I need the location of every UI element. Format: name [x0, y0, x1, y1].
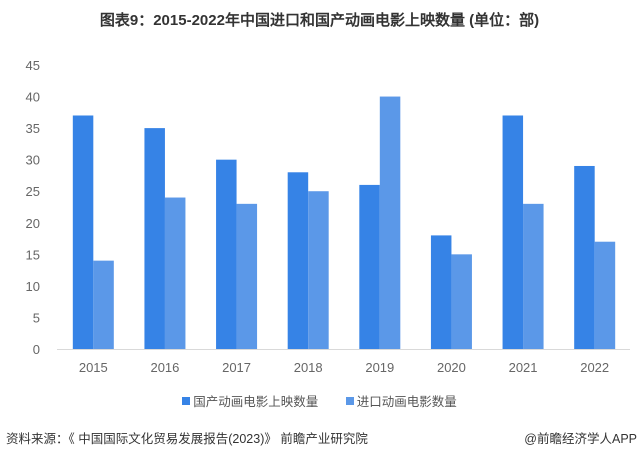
bar-2020-series-1 [451, 254, 472, 349]
bar-2017-series-1 [236, 203, 258, 349]
bar-2017-series-0 [216, 159, 237, 349]
chart-title: 图表9：2015-2022年中国进口和国产动画电影上映数量 (单位：部) [99, 12, 540, 29]
legend-label: 进口动画电影数量 [356, 395, 457, 409]
y-tick-label: 30 [26, 153, 40, 168]
x-tick-label: 2019 [365, 360, 394, 375]
legend-swatch [345, 396, 354, 405]
x-tick-label: 2015 [79, 360, 108, 375]
legend-label: 国产动画电影上映数量 [193, 395, 319, 409]
x-tick-label: 2020 [437, 360, 466, 375]
y-tick-label: 35 [26, 121, 40, 136]
x-tick-label: 2018 [294, 360, 323, 375]
y-tick-label: 40 [26, 90, 40, 105]
bar-2021-series-0 [502, 115, 524, 349]
bar-2016-series-0 [144, 128, 165, 349]
source-note: 资料来源：《 中国国际文化贸易发展报告(2023)》 前瞻产业研究院 [6, 432, 368, 446]
x-tick-label: 2016 [150, 360, 179, 375]
bar-2022-series-1 [594, 241, 616, 349]
y-tick-label: 5 [33, 310, 40, 325]
legend-item-domestic: 国产动画电影上映数量 [182, 391, 318, 410]
bar-2016-series-1 [164, 197, 186, 349]
bar-2020-series-0 [430, 235, 452, 349]
x-tick-label: 2017 [222, 360, 251, 375]
bar-2018-series-0 [287, 172, 309, 349]
x-tick-label: 2021 [509, 360, 538, 375]
y-tick-label: 45 [26, 58, 40, 73]
legend: 国产动画电影上映数量 进口动画电影数量 [0, 391, 639, 410]
legend-swatch [182, 396, 191, 405]
bar-2018-series-1 [308, 191, 329, 349]
x-tick-label: 2022 [580, 360, 609, 375]
credit: @前瞻经济学人APP [524, 432, 637, 446]
y-tick-label: 25 [26, 184, 40, 199]
bar-2019-series-0 [359, 184, 380, 349]
bar-2021-series-1 [523, 203, 544, 349]
y-tick-label: 10 [26, 279, 40, 294]
bar-2022-series-0 [574, 165, 595, 349]
y-tick-label: 15 [26, 247, 40, 262]
legend-item-imported: 进口动画电影数量 [345, 391, 457, 410]
bar-2015-series-1 [93, 260, 114, 349]
y-tick-label: 20 [26, 216, 40, 231]
bar-2019-series-1 [379, 96, 401, 349]
y-tick-label: 0 [33, 342, 40, 357]
bar-2015-series-0 [72, 115, 94, 349]
